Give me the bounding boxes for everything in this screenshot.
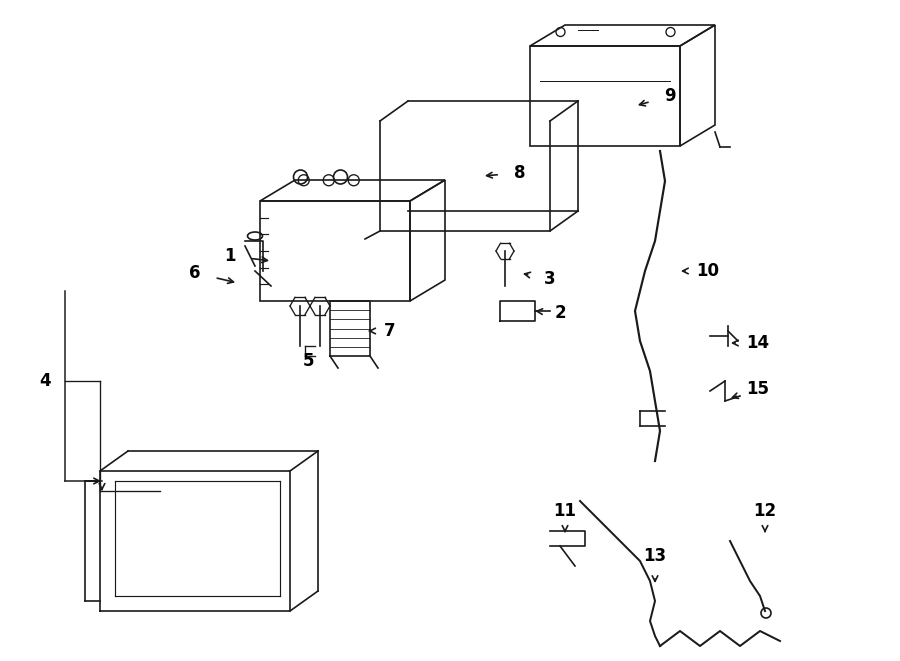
Text: 14: 14	[746, 334, 769, 352]
Text: 5: 5	[302, 352, 314, 370]
Text: 11: 11	[554, 502, 577, 520]
Text: 8: 8	[514, 164, 526, 182]
Text: 3: 3	[544, 270, 556, 288]
Text: 6: 6	[189, 264, 201, 282]
Text: 1: 1	[224, 247, 236, 265]
Text: 12: 12	[753, 502, 777, 520]
Text: 2: 2	[554, 304, 566, 322]
Text: 10: 10	[697, 262, 719, 280]
Text: 7: 7	[384, 322, 396, 340]
Text: 13: 13	[644, 547, 667, 565]
Text: 4: 4	[40, 372, 50, 390]
Text: 9: 9	[664, 87, 676, 105]
Text: 15: 15	[746, 380, 769, 398]
